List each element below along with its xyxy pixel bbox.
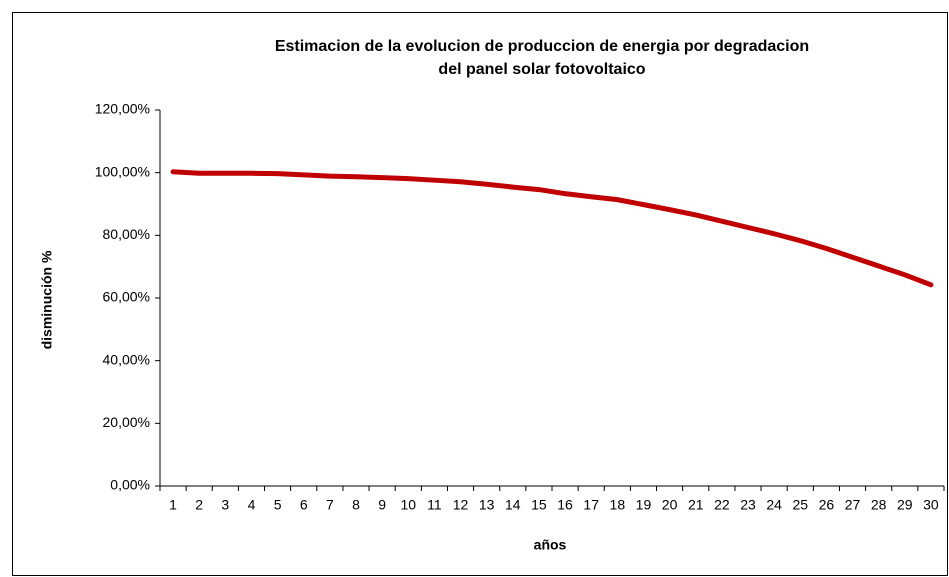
x-tick-label: 23 xyxy=(740,497,756,513)
y-tick-label: 120,00% xyxy=(95,101,150,117)
y-tick-label: 20,00% xyxy=(103,414,150,430)
x-tick-label: 15 xyxy=(531,497,547,513)
x-tick-label: 29 xyxy=(897,497,913,513)
y-tick-label: 80,00% xyxy=(103,226,150,242)
x-tick-label: 19 xyxy=(636,497,652,513)
x-tick-label: 4 xyxy=(248,497,256,513)
x-tick-label: 13 xyxy=(479,497,495,513)
x-tick-label: 24 xyxy=(766,497,782,513)
chart-title: Estimacion de la evolucion de produccion… xyxy=(275,38,809,55)
x-tick-label: 14 xyxy=(505,497,521,513)
x-tick-label: 16 xyxy=(557,497,573,513)
x-tick-label: 8 xyxy=(352,497,360,513)
x-tick-label: 30 xyxy=(923,497,939,513)
x-tick-label: 25 xyxy=(792,497,808,513)
x-tick-label: 17 xyxy=(583,497,599,513)
y-tick-label: 0,00% xyxy=(110,477,150,493)
y-tick-label: 40,00% xyxy=(103,351,150,367)
x-tick-label: 21 xyxy=(688,497,704,513)
x-tick-label: 2 xyxy=(195,497,203,513)
x-tick-label: 7 xyxy=(326,497,334,513)
x-tick-label: 12 xyxy=(453,497,469,513)
x-tick-label: 6 xyxy=(300,497,308,513)
x-tick-label: 27 xyxy=(845,497,861,513)
x-tick-label: 11 xyxy=(427,497,442,513)
y-axis-title: disminución % xyxy=(39,250,55,349)
y-tick-label: 60,00% xyxy=(103,289,150,305)
x-tick-label: 5 xyxy=(274,497,282,513)
x-tick-label: 28 xyxy=(871,497,887,513)
x-tick-label: 18 xyxy=(610,497,626,513)
chart-frame xyxy=(12,12,948,576)
y-tick-label: 100,00% xyxy=(95,163,150,179)
line-series xyxy=(170,169,934,288)
x-tick-label: 1 xyxy=(169,497,177,513)
x-axis-title: años xyxy=(534,537,567,553)
x-tick-label: 22 xyxy=(714,497,730,513)
x-tick-label: 10 xyxy=(400,497,416,513)
chart-title: del panel solar fotovoltaico xyxy=(438,61,645,78)
x-tick-label: 3 xyxy=(221,497,229,513)
x-tick-label: 9 xyxy=(378,497,386,513)
x-tick-label: 20 xyxy=(662,497,678,513)
x-tick-label: 26 xyxy=(819,497,835,513)
